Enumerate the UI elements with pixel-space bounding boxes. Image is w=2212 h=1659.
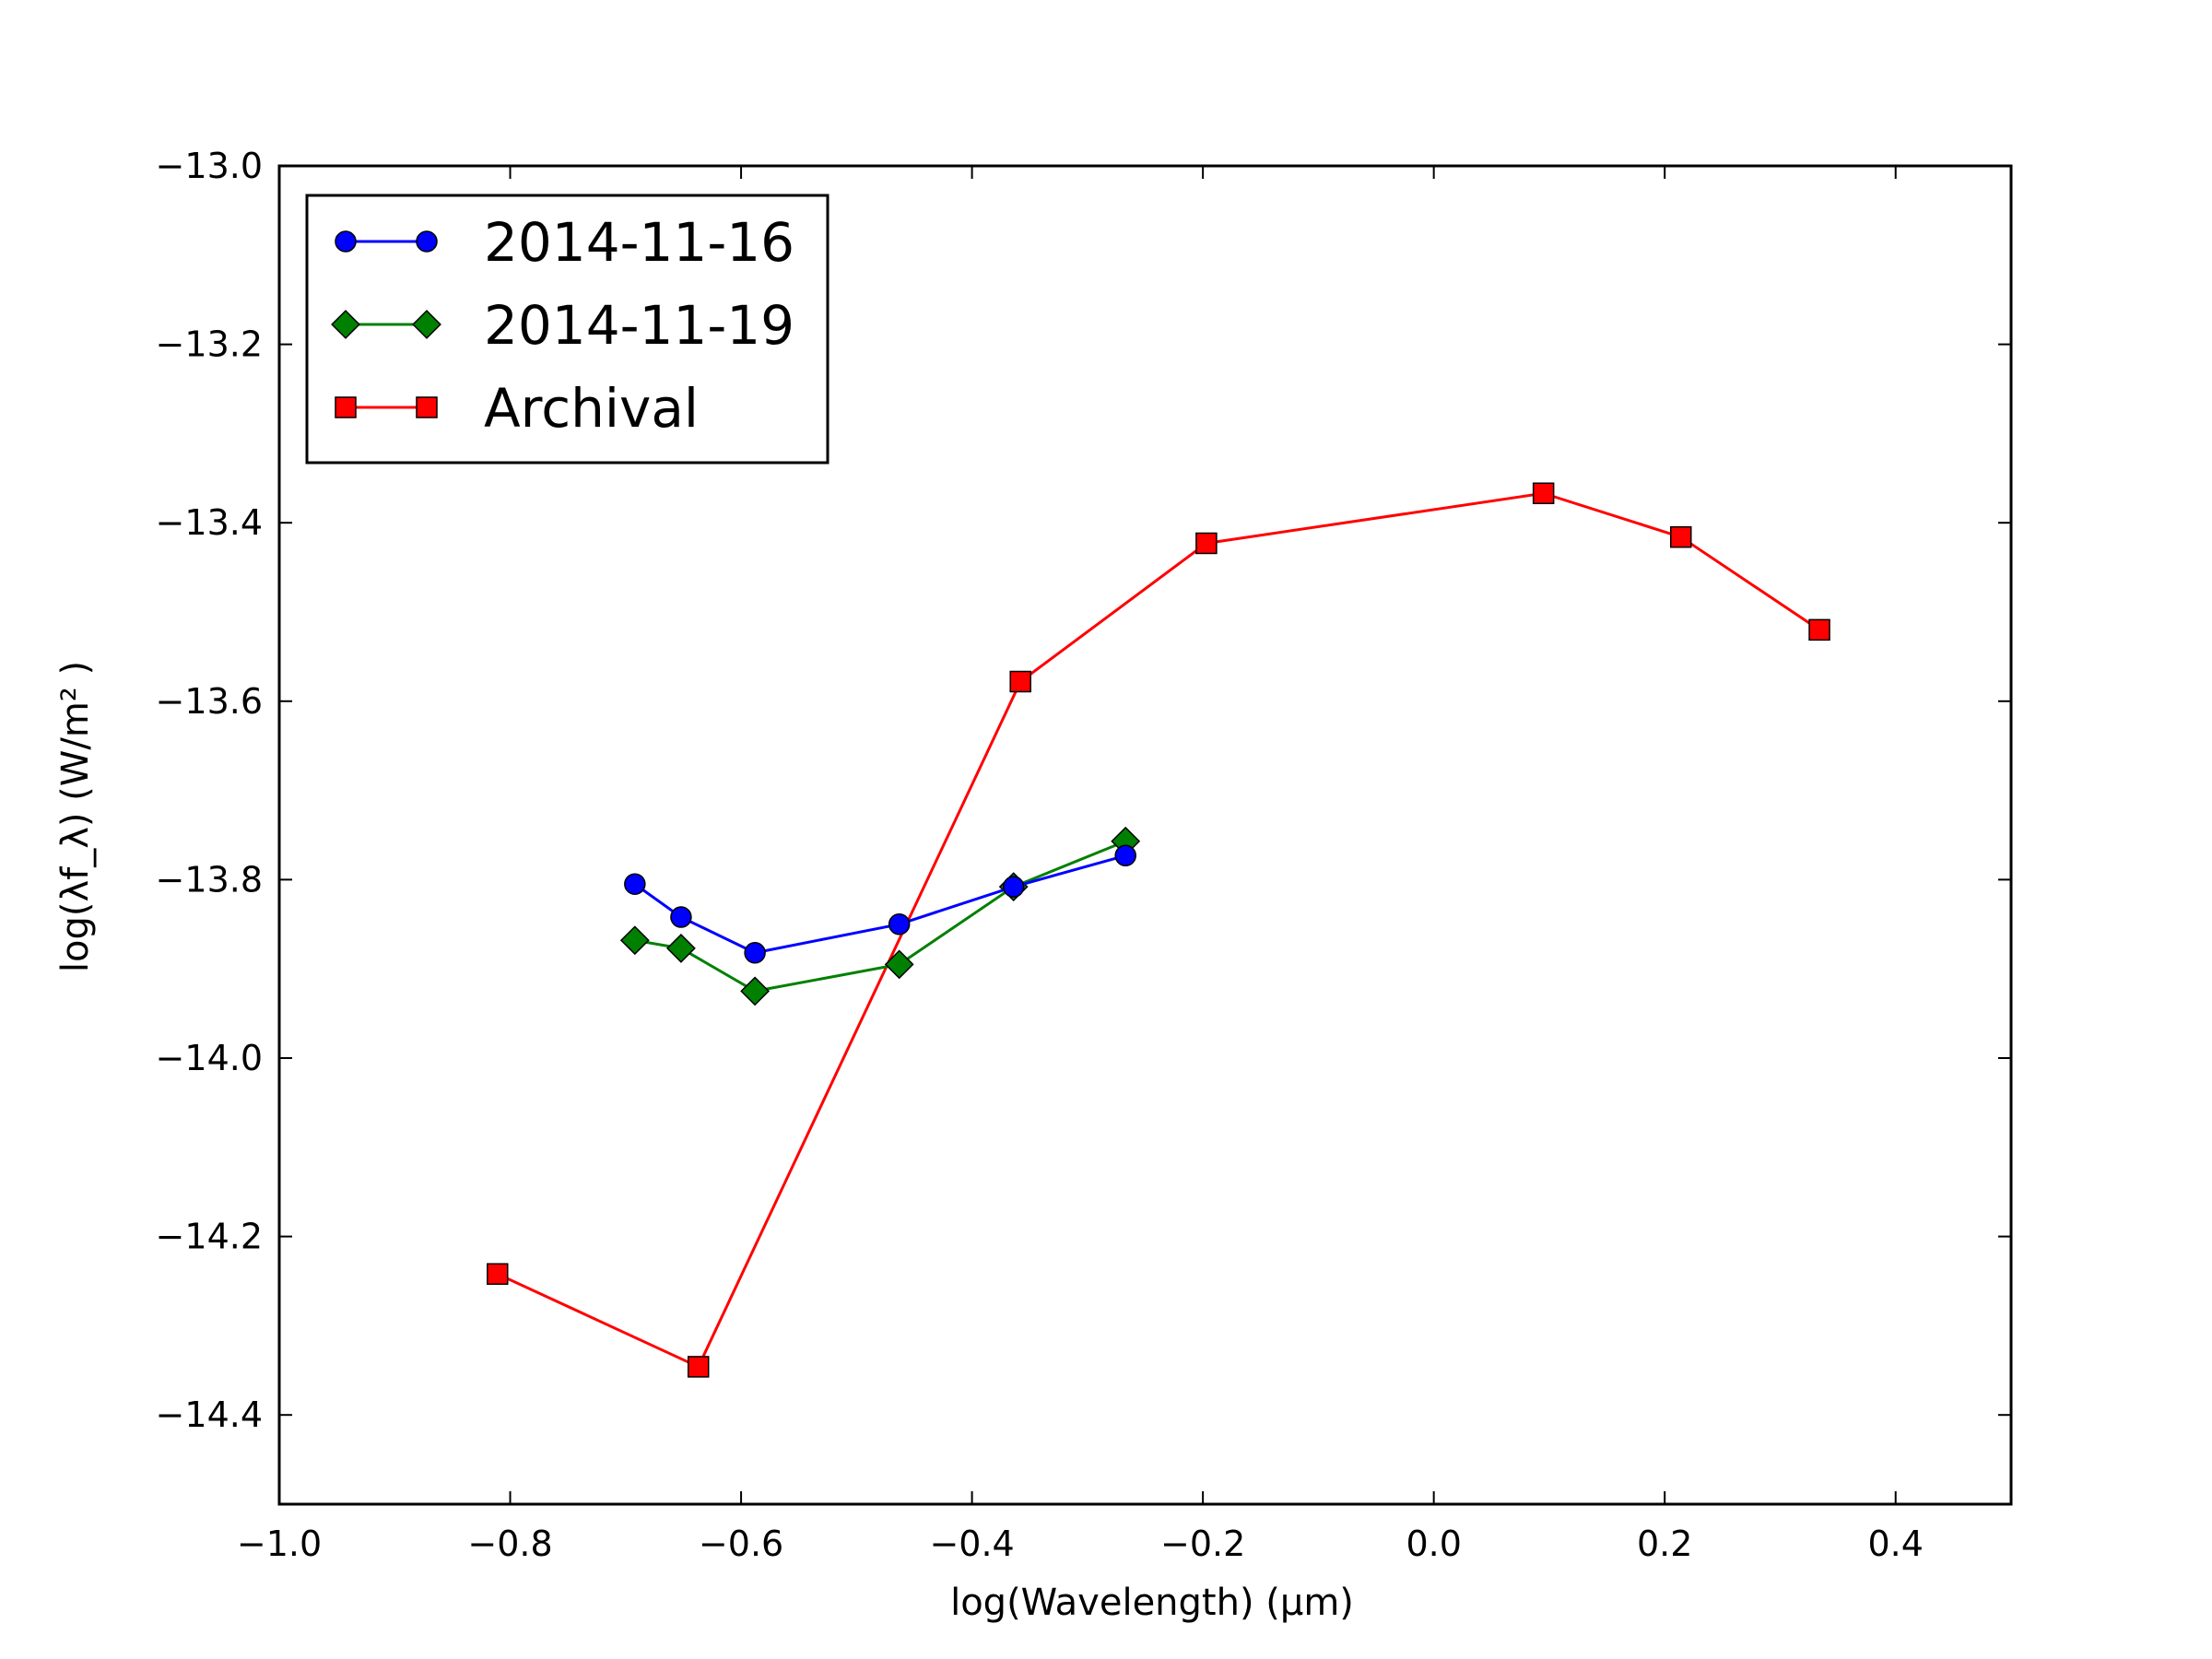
legend-entry-archival: Archival — [335, 377, 699, 440]
x-tick-label: 0.2 — [1637, 1524, 1692, 1564]
legend-label-2014-11-19: 2014-11-19 — [484, 294, 794, 357]
data-point-archival — [487, 1263, 509, 1286]
y-tick-label: −14.4 — [156, 1394, 263, 1435]
y-tick-label: −13.6 — [156, 681, 263, 722]
y-tick-label: −13.2 — [156, 324, 263, 365]
legend-entry-2014-11-16: 2014-11-16 — [335, 211, 794, 274]
legend-entry-2014-11-19: 2014-11-19 — [331, 294, 794, 357]
data-point-2014-11-19 — [884, 949, 914, 980]
data-point-2014-11-16 — [1114, 844, 1136, 867]
x-tick-label: 0.0 — [1406, 1524, 1461, 1564]
x-axis-label: log(Wavelength) (μm) — [950, 1582, 1354, 1624]
series-archival — [487, 482, 1830, 1378]
x-tick-label: −0.6 — [699, 1524, 783, 1564]
legend-box — [305, 194, 830, 465]
y-tick-label: −13.4 — [156, 502, 263, 543]
data-point-2014-11-16 — [744, 942, 766, 964]
legend-marker-2014-11-16 — [416, 230, 438, 253]
series-2014-11-16 — [624, 844, 1136, 964]
legend: 2014-11-16 2014-11-19 Archival — [305, 194, 830, 465]
data-point-archival — [1808, 618, 1830, 641]
data-point-archival — [1669, 525, 1692, 548]
data-point-2014-11-19 — [619, 925, 650, 956]
data-point-2014-11-19 — [666, 934, 696, 963]
y-tick-label: −13.0 — [156, 146, 263, 186]
y-tick-label: −14.0 — [156, 1038, 263, 1078]
y-axis-label: log(λf_λ) (W/m² ) — [54, 661, 97, 972]
x-tick-label: −0.2 — [1160, 1524, 1245, 1564]
legend-marker-2014-11-19 — [331, 310, 360, 339]
data-point-2014-11-16 — [670, 906, 692, 928]
x-tick-label: −1.0 — [237, 1524, 322, 1564]
x-tick-label: −0.4 — [929, 1524, 1014, 1564]
data-point-archival — [1532, 482, 1555, 505]
data-point-2014-11-16 — [1002, 876, 1025, 898]
x-tick-label: −0.8 — [467, 1524, 552, 1564]
legend-label-archival: Archival — [484, 377, 699, 440]
data-point-archival — [1009, 670, 1031, 693]
y-tick-label: −14.2 — [156, 1217, 263, 1257]
legend-label-2014-11-16: 2014-11-16 — [484, 211, 794, 274]
plot-frame — [277, 164, 2013, 1506]
legend-marker-2014-11-19 — [412, 310, 441, 339]
data-point-2014-11-16 — [624, 873, 646, 895]
legend-marker-archival — [416, 396, 438, 418]
y-tick-label: −13.8 — [156, 859, 263, 900]
x-axis: −1.0 −0.8 −0.6 −0.4 −0.2 0.0 0.2 0.4 — [237, 166, 1924, 1564]
legend-marker-archival — [335, 396, 357, 418]
plot-area — [277, 164, 2013, 1506]
data-point-2014-11-19 — [740, 976, 771, 1006]
y-axis: −13.0 −13.2 −13.4 −13.6 −13.8 −14.0 −14.2 −14.4 — [156, 146, 2011, 1435]
x-tick-label: 0.4 — [1868, 1524, 1924, 1564]
data-point-archival — [687, 1356, 710, 1378]
data-point-2014-11-16 — [888, 913, 911, 935]
legend-marker-2014-11-16 — [335, 230, 357, 253]
data-point-archival — [1195, 532, 1218, 555]
